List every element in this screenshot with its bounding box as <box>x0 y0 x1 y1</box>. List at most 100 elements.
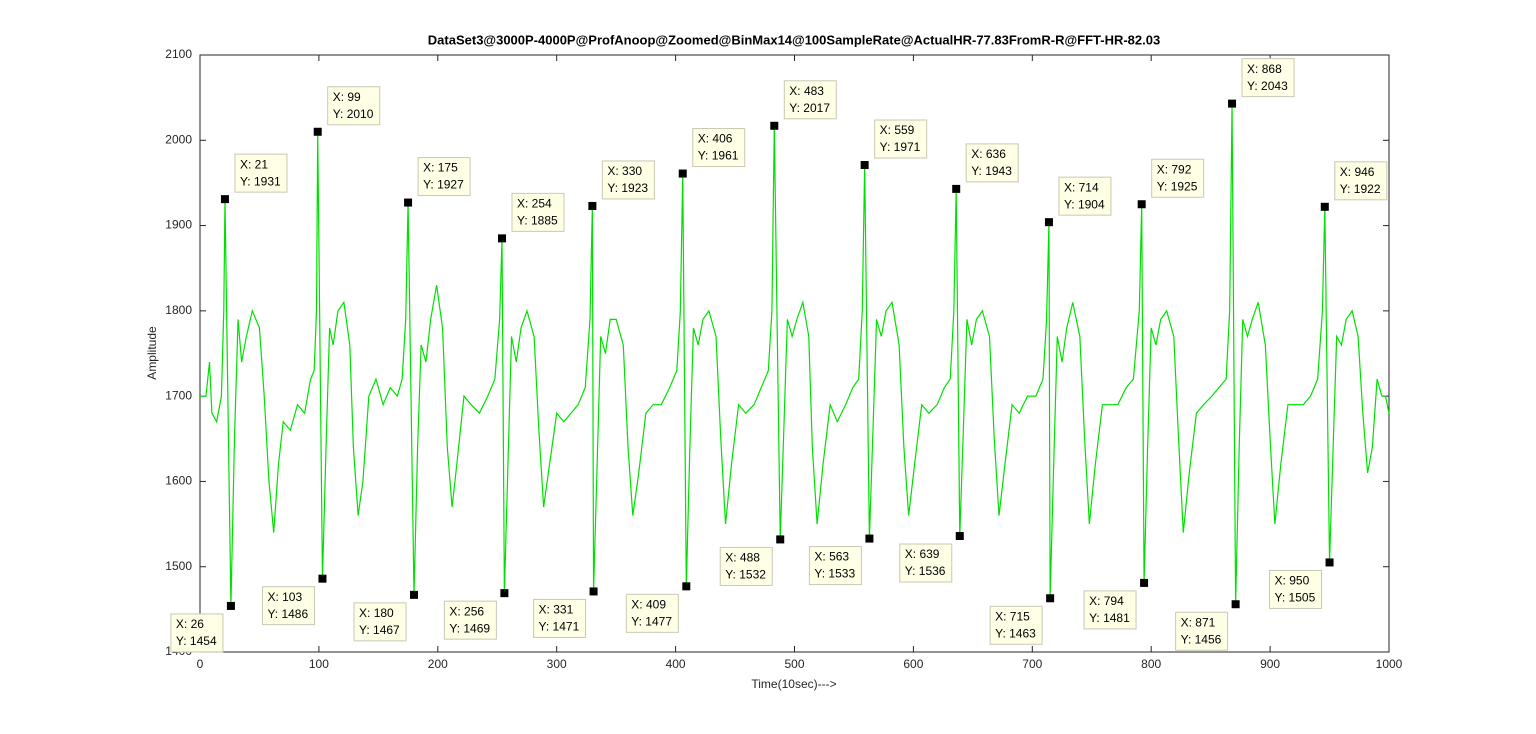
data-tip-x: X: 483 <box>789 84 824 98</box>
data-tip-x: X: 559 <box>880 123 915 137</box>
data-tip-box <box>353 602 407 642</box>
y-tick-label: 2000 <box>165 132 192 146</box>
data-tip: X: 559 Y: 1971 <box>860 119 928 170</box>
data-tip: X: 330 Y: 1923 <box>588 160 655 210</box>
data-tip-box <box>1058 176 1112 216</box>
data-tip-x: X: 175 <box>423 161 458 175</box>
data-tip: X: 636 Y: 1943 <box>952 143 1019 193</box>
data-tip: X: 792 Y: 1925 <box>1137 158 1205 209</box>
data-tip-y: Y: 1469 <box>449 621 490 635</box>
data-tip-box <box>692 128 746 168</box>
data-tip-marker <box>318 574 327 583</box>
data-tip: X: 714 Y: 1904 <box>1044 176 1112 227</box>
data-tip-marker <box>589 587 598 596</box>
data-tip-box <box>1175 611 1229 651</box>
data-tip-box <box>1334 161 1388 201</box>
data-line <box>200 103 1390 606</box>
data-tip-x: X: 639 <box>905 547 940 561</box>
data-tip: X: 639 Y: 1536 <box>899 532 964 583</box>
data-tip: X: 483 Y: 2017 <box>770 80 837 130</box>
data-tip-marker <box>226 601 235 610</box>
data-tip-box <box>443 600 497 640</box>
data-tip-box <box>234 153 288 193</box>
data-tip-marker <box>313 127 322 136</box>
data-tip-x: X: 488 <box>725 551 760 565</box>
data-tip-box <box>327 86 381 126</box>
x-tick-label: 200 <box>428 657 448 671</box>
data-tip-x: X: 715 <box>995 609 1030 623</box>
data-tip-box <box>965 143 1019 183</box>
data-tip-box <box>783 80 837 120</box>
data-tip-y: Y: 1904 <box>1064 197 1105 211</box>
data-tip-y: Y: 1922 <box>1340 182 1381 196</box>
data-tip: X: 950 Y: 1505 <box>1269 558 1334 609</box>
data-tip-marker <box>1320 202 1329 211</box>
x-tick-label: 900 <box>1260 657 1280 671</box>
data-tip-marker <box>498 234 507 243</box>
data-tip-y: Y: 1471 <box>539 620 580 634</box>
data-tip-x: X: 871 <box>1181 615 1216 629</box>
data-tip: X: 409 Y: 1477 <box>625 582 691 633</box>
data-tip-box <box>719 546 773 586</box>
data-tip-marker <box>1231 600 1240 609</box>
data-tip-marker <box>588 201 597 210</box>
data-tip: X: 331 Y: 1471 <box>533 587 598 638</box>
y-tick-label: 1600 <box>165 474 192 488</box>
data-tip-x: X: 636 <box>971 147 1006 161</box>
y-tick-label: 1500 <box>165 559 192 573</box>
data-tip-x: X: 950 <box>1275 574 1310 588</box>
data-tip-marker <box>1140 578 1149 587</box>
data-tip-marker <box>1228 99 1237 108</box>
data-tip-x: X: 409 <box>631 598 666 612</box>
data-tip: X: 406 Y: 1961 <box>678 128 746 178</box>
data-tip-marker <box>1044 218 1053 227</box>
data-tip: X: 794 Y: 1481 <box>1083 578 1149 630</box>
data-tip-y: Y: 2017 <box>789 101 830 115</box>
y-tick-label: 1700 <box>165 388 192 402</box>
data-tip-marker <box>220 195 229 204</box>
plot-area <box>199 54 1390 653</box>
data-tip-y: Y: 2043 <box>1247 79 1288 93</box>
data-tip-marker <box>410 590 419 599</box>
data-tip-box <box>1269 569 1323 609</box>
y-axis-label: Amplitude <box>145 326 159 380</box>
data-tip-y: Y: 1925 <box>1157 179 1198 193</box>
data-tip-marker <box>776 535 785 544</box>
data-tip-y: Y: 1532 <box>725 568 766 582</box>
x-axis-label: Time(10sec)---> <box>751 677 836 691</box>
data-tip-box <box>601 160 655 200</box>
data-tip-marker <box>860 161 869 170</box>
x-tick-label: 600 <box>903 657 923 671</box>
data-tip-x: X: 103 <box>267 590 302 604</box>
data-tip-x: X: 563 <box>814 550 849 564</box>
data-tip-x: X: 714 <box>1064 180 1099 194</box>
data-tip-marker <box>404 198 413 207</box>
data-tip-x: X: 21 <box>240 157 268 171</box>
data-tip-box <box>170 613 224 653</box>
data-tip-y: Y: 2010 <box>333 107 374 121</box>
data-tip-box <box>1241 58 1295 98</box>
data-tip-x: X: 868 <box>1247 62 1282 76</box>
data-tip: X: 256 Y: 1469 <box>443 589 509 640</box>
data-tip-y: Y: 1481 <box>1089 611 1130 625</box>
data-tip: X: 563 Y: 1533 <box>808 534 874 586</box>
x-tick-label: 0 <box>197 657 204 671</box>
data-tip-box <box>1151 158 1205 198</box>
data-tip-y: Y: 1971 <box>880 140 921 154</box>
data-tip-y: Y: 1923 <box>607 181 648 195</box>
data-tip-x: X: 331 <box>539 603 574 617</box>
data-tip-x: X: 180 <box>359 606 394 620</box>
x-tick-label: 300 <box>547 657 567 671</box>
data-tip-x: X: 946 <box>1340 165 1375 179</box>
data-tip-y: Y: 1536 <box>905 564 946 578</box>
data-tip-y: Y: 1463 <box>995 626 1036 640</box>
data-tip-x: X: 792 <box>1157 162 1192 176</box>
x-tick-label: 400 <box>666 657 686 671</box>
data-tip: X: 871 Y: 1456 <box>1175 600 1240 651</box>
x-tick-label: 800 <box>1141 657 1161 671</box>
data-tip: X: 715 Y: 1463 <box>989 594 1055 645</box>
data-tip-y: Y: 1477 <box>631 615 672 629</box>
data-tip-box <box>899 543 953 583</box>
data-tip: X: 488 Y: 1532 <box>719 535 785 586</box>
